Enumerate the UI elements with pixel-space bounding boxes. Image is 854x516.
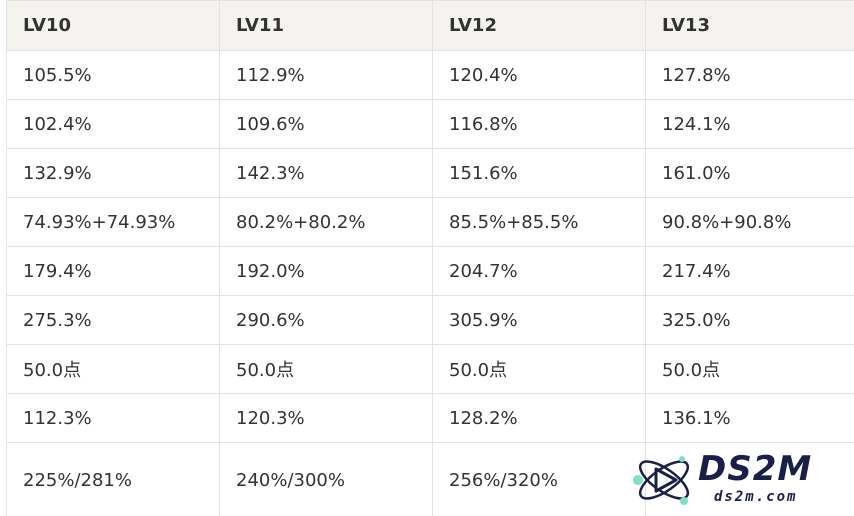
watermark-title: DS2M: [698, 449, 813, 489]
table-cell: 142.3%: [219, 148, 433, 198]
table-cell: 305.9%: [432, 295, 646, 345]
table-row: 50.0点 50.0点 50.0点 50.0点: [6, 344, 854, 394]
table-cell: 102.4%: [6, 99, 220, 149]
table-cell: 112.3%: [6, 393, 220, 443]
ds2m-watermark: DS2M ds2m.com: [632, 449, 842, 511]
table-cell: 116.8%: [432, 99, 646, 149]
table-cell: 50.0点: [219, 344, 433, 394]
table-cell: 109.6%: [219, 99, 433, 149]
table-cell: 325.0%: [645, 295, 854, 345]
table-cell: 179.4%: [6, 246, 220, 296]
table-cell: 204.7%: [432, 246, 646, 296]
table-cell: 136.1%: [645, 393, 854, 443]
table-cell: 275.3%: [6, 295, 220, 345]
table-cell: 50.0点: [645, 344, 854, 394]
table-cell: 85.5%+85.5%: [432, 197, 646, 247]
watermark-subtitle: ds2m.com: [714, 489, 798, 505]
table-cell: 124.1%: [645, 99, 854, 149]
table-cell: 151.6%: [432, 148, 646, 198]
table-cell: 240%/300%: [219, 442, 433, 516]
table-row: 275.3% 290.6% 305.9% 325.0%: [6, 295, 854, 345]
table-cell: 112.9%: [219, 50, 433, 100]
column-header: LV13: [645, 0, 854, 51]
column-header: LV12: [432, 0, 646, 51]
table-cell: 105.5%: [6, 50, 220, 100]
table-cell: 127.8%: [645, 50, 854, 100]
table-cell: 128.2%: [432, 393, 646, 443]
column-header: LV11: [219, 0, 433, 51]
atom-logo-icon: [632, 449, 696, 515]
table-cell: 80.2%+80.2%: [219, 197, 433, 247]
table-row: 112.3% 120.3% 128.2% 136.1%: [6, 393, 854, 443]
level-stats-table: LV10 LV11 LV12 LV13 105.5% 112.9% 120.4%…: [6, 0, 854, 516]
table-row: 105.5% 112.9% 120.4% 127.8%: [6, 50, 854, 100]
table-cell: 50.0点: [432, 344, 646, 394]
table-row: 132.9% 142.3% 151.6% 161.0%: [6, 148, 854, 198]
table-cell: 132.9%: [6, 148, 220, 198]
table-row: 74.93%+74.93% 80.2%+80.2% 85.5%+85.5% 90…: [6, 197, 854, 247]
table-cell: 217.4%: [645, 246, 854, 296]
table-cell: 90.8%+90.8%: [645, 197, 854, 247]
table-cell: 161.0%: [645, 148, 854, 198]
table-cell: 225%/281%: [6, 442, 220, 516]
table-cell: 74.93%+74.93%: [6, 197, 220, 247]
table-cell: 192.0%: [219, 246, 433, 296]
table-cell: 290.6%: [219, 295, 433, 345]
table-row: 179.4% 192.0% 204.7% 217.4%: [6, 246, 854, 296]
table-cell: 256%/320%: [432, 442, 646, 516]
column-header: LV10: [6, 0, 220, 51]
table-cell: 50.0点: [6, 344, 220, 394]
table-cell: 120.4%: [432, 50, 646, 100]
table-cell: 120.3%: [219, 393, 433, 443]
table-row: 102.4% 109.6% 116.8% 124.1%: [6, 99, 854, 149]
header-row: LV10 LV11 LV12 LV13: [6, 0, 854, 51]
